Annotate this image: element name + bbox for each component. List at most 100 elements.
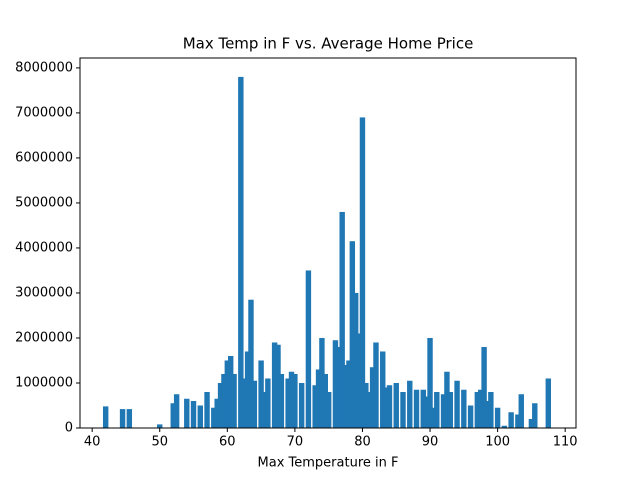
bar	[102, 406, 109, 428]
bar	[339, 211, 345, 428]
x-tick-label: 80	[354, 435, 371, 450]
bar	[518, 394, 524, 428]
bar	[224, 360, 231, 428]
bar	[244, 351, 251, 428]
bar	[312, 385, 318, 428]
y-tick-label: 7000000	[15, 105, 73, 120]
bar	[467, 405, 474, 428]
bar	[258, 360, 264, 428]
bar	[184, 398, 190, 428]
bar	[461, 389, 467, 428]
x-tick-label: 70	[287, 435, 304, 450]
bar	[319, 337, 325, 428]
x-tick-label: 50	[151, 435, 168, 450]
bar	[386, 385, 393, 428]
bar	[265, 378, 271, 428]
y-tick-label: 3000000	[15, 285, 73, 300]
bar	[278, 373, 285, 428]
bar	[407, 380, 413, 428]
bar	[190, 400, 197, 428]
bar	[227, 355, 234, 428]
bar	[434, 391, 440, 428]
bar	[440, 394, 447, 428]
bar	[447, 391, 454, 428]
bar	[494, 407, 501, 428]
bar	[248, 299, 254, 428]
bar	[275, 344, 281, 428]
bar	[488, 391, 494, 428]
bar	[170, 403, 176, 428]
bar	[221, 373, 227, 428]
y-tick-label: 1000000	[15, 375, 73, 390]
bar	[454, 380, 460, 428]
bar	[369, 367, 376, 428]
x-tick-label: 60	[219, 435, 236, 450]
bar	[211, 407, 217, 428]
x-tick-label: 110	[553, 435, 578, 450]
bar	[322, 373, 328, 428]
bar	[251, 380, 258, 428]
bar	[430, 407, 437, 428]
bar	[373, 342, 379, 428]
y-tick-label: 2000000	[15, 330, 73, 345]
bar	[484, 400, 491, 428]
bar	[349, 241, 356, 428]
x-tick-label: 40	[84, 435, 101, 450]
bar	[427, 337, 433, 428]
bar	[359, 117, 366, 428]
bar	[532, 403, 538, 428]
bar	[305, 270, 312, 428]
bar	[292, 373, 298, 428]
bar	[261, 391, 268, 428]
bar	[413, 389, 420, 428]
bar	[217, 382, 224, 428]
bar	[288, 371, 295, 428]
x-tick-label: 90	[422, 435, 439, 450]
bar	[204, 391, 210, 428]
bar	[173, 394, 180, 428]
bar	[366, 391, 372, 428]
bar	[393, 382, 399, 428]
bar	[528, 418, 535, 428]
bar	[332, 340, 339, 428]
bar	[481, 346, 487, 428]
bar	[400, 391, 406, 428]
chart-title: Max Temp in F vs. Average Home Price	[183, 35, 474, 53]
bar	[157, 424, 163, 428]
bar	[356, 333, 362, 428]
y-tick-label: 4000000	[15, 240, 73, 255]
bar	[271, 342, 278, 428]
bar	[515, 414, 521, 428]
x-axis-label: Max Temperature in F	[258, 456, 399, 471]
bar	[325, 391, 332, 428]
y-tick-label: 6000000	[15, 150, 73, 165]
plot-frame	[79, 57, 577, 429]
bar	[545, 378, 551, 428]
bar	[420, 389, 426, 428]
y-tick-label: 5000000	[15, 195, 73, 210]
bar	[238, 76, 244, 429]
bar	[423, 396, 430, 428]
bar	[346, 360, 352, 428]
bar	[474, 391, 481, 428]
bar	[353, 292, 359, 428]
bar	[336, 346, 342, 428]
bar	[383, 387, 389, 428]
bar	[363, 382, 369, 428]
bar	[342, 364, 349, 428]
bar	[315, 369, 322, 428]
bar	[126, 409, 133, 428]
bar	[478, 389, 484, 428]
bar	[241, 378, 247, 428]
bar	[197, 405, 203, 428]
bar	[501, 425, 508, 428]
bar	[285, 378, 291, 428]
y-tick-label: 8000000	[15, 60, 73, 75]
bar	[380, 351, 386, 428]
bar	[214, 398, 220, 428]
bar	[231, 373, 237, 428]
y-tick-label: 0	[65, 421, 73, 436]
bar	[508, 412, 514, 428]
bar	[298, 382, 305, 428]
